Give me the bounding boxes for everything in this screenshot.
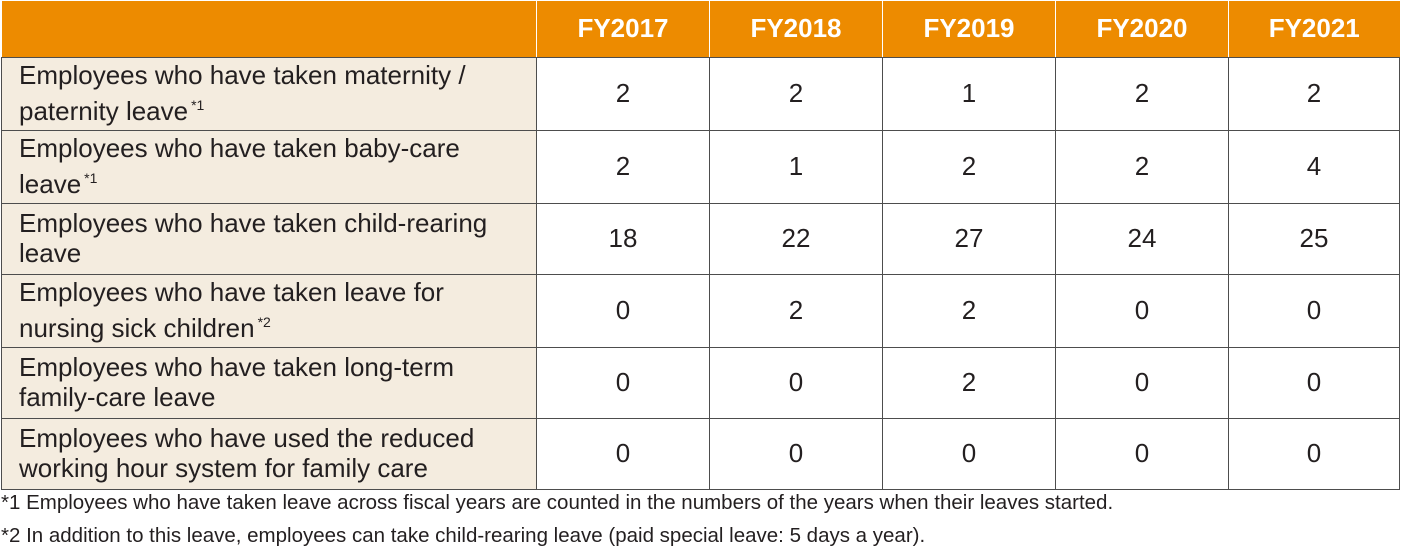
value-cell: 18 — [536, 202, 710, 275]
value-cell: 2 — [709, 56, 883, 131]
value-cell: 2 — [1228, 56, 1400, 131]
value-cell: 0 — [536, 417, 710, 490]
table-row: Employees who have used the reduced work… — [1, 417, 1400, 490]
value-cell: 0 — [1228, 417, 1400, 490]
value-cell: 2 — [882, 129, 1056, 204]
row-label: Employees who have taken long-term famil… — [19, 351, 455, 412]
table-row: Employees who have taken maternity / pat… — [1, 56, 1400, 131]
row-label: Employees who have used the reduced work… — [19, 422, 475, 483]
value-cell: 1 — [709, 129, 883, 204]
value-cell: 0 — [536, 273, 710, 348]
value-cell: 2 — [709, 273, 883, 348]
table-row: Employees who have taken long-term famil… — [1, 346, 1400, 419]
row-label: Employees who have taken child-rearing l… — [19, 207, 488, 268]
footnote-marker: *2 — [257, 313, 271, 330]
value-cell: 0 — [536, 346, 710, 419]
row-label-cell: Employees who have taken long-term famil… — [1, 346, 537, 419]
footnote: *1 Employees who have taken leave across… — [1, 491, 1114, 514]
header-row: FY2017 FY2018 FY2019 FY2020 FY2021 — [1, 1, 1400, 58]
table-row: Employees who have taken child-rearing l… — [1, 202, 1400, 275]
value-cell: 2 — [882, 346, 1056, 419]
row-label-cell: Employees who have used the reduced work… — [1, 417, 537, 490]
value-cell: 27 — [882, 202, 1056, 275]
value-cell: 1 — [882, 56, 1056, 131]
value-cell: 0 — [1055, 346, 1229, 419]
footnote: *2 In addition to this leave, employees … — [1, 524, 926, 547]
table-row: Employees who have taken baby-care leave… — [1, 129, 1400, 204]
value-cell: 2 — [1055, 56, 1229, 131]
footnote-marker: *1 — [191, 96, 205, 113]
row-label: Employees who have taken baby-care leave — [19, 132, 460, 199]
column-header: FY2020 — [1055, 1, 1229, 58]
row-label-cell: Employees who have taken baby-care leave… — [1, 129, 537, 204]
table-row: Employees who have taken leave for nursi… — [1, 273, 1400, 348]
row-label-cell: Employees who have taken maternity / pat… — [1, 56, 537, 131]
value-cell: 0 — [709, 417, 883, 490]
column-header: FY2017 — [536, 1, 710, 58]
row-label-cell: Employees who have taken leave for nursi… — [1, 273, 537, 348]
leave-statistics-table: FY2017 FY2018 FY2019 FY2020 FY2021 Emplo… — [1, 1, 1400, 490]
row-label: Employees who have taken maternity / pat… — [19, 59, 466, 126]
value-cell: 2 — [536, 56, 710, 131]
value-cell: 2 — [536, 129, 710, 204]
row-label: Employees who have taken leave for nursi… — [19, 276, 444, 343]
footnotes: *1 Employees who have taken leave across… — [1, 486, 1113, 552]
row-label-cell: Employees who have taken child-rearing l… — [1, 202, 537, 275]
value-cell: 4 — [1228, 129, 1400, 204]
value-cell: 2 — [1055, 129, 1229, 204]
header-corner-cell — [1, 1, 537, 58]
value-cell: 2 — [882, 273, 1056, 348]
column-header: FY2018 — [709, 1, 883, 58]
value-cell: 22 — [709, 202, 883, 275]
value-cell: 0 — [1055, 417, 1229, 490]
column-header: FY2019 — [882, 1, 1056, 58]
value-cell: 0 — [1055, 273, 1229, 348]
value-cell: 0 — [1228, 346, 1400, 419]
column-header: FY2021 — [1228, 1, 1400, 58]
value-cell: 0 — [709, 346, 883, 419]
value-cell: 25 — [1228, 202, 1400, 275]
footnote-marker: *1 — [84, 169, 98, 186]
value-cell: 24 — [1055, 202, 1229, 275]
value-cell: 0 — [1228, 273, 1400, 348]
value-cell: 0 — [882, 417, 1056, 490]
